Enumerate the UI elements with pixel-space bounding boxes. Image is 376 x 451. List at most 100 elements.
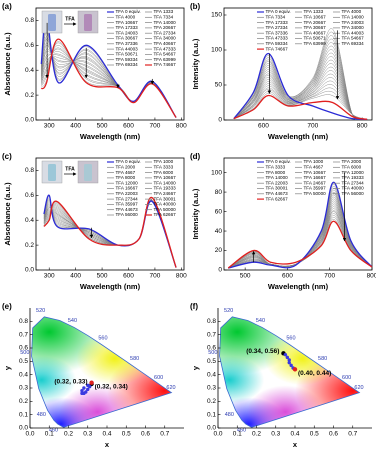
x-tick-label: 700 [307, 123, 318, 130]
coordinate-label: (0.40, 0.44) [298, 370, 331, 377]
legend-label: TFA 44673 [266, 191, 289, 196]
wavelength-label: 620 [354, 385, 363, 391]
legend-label: TFA 56000 [116, 212, 139, 217]
wavelength-label: 540 [68, 318, 77, 324]
y-tick-label: 0.8 [25, 167, 34, 174]
panel-letter: (f) [190, 302, 198, 311]
x-tick-label: 0.7 [348, 431, 357, 438]
x-tick-label: 0.5 [122, 431, 131, 438]
legend-label: TFA 10667 [154, 175, 177, 180]
legend-label: TFA 44003 [116, 46, 139, 51]
series-line [228, 181, 372, 269]
legend-label: TFA 20667 [304, 20, 327, 25]
y-tick-label: 0.5 [19, 358, 28, 365]
legend-label: TFA 14000 [154, 20, 177, 25]
legend-label: TFA 4000 [342, 9, 362, 14]
y-tick-label: 0.2 [19, 398, 28, 405]
color-blob [264, 332, 342, 386]
series-line [233, 52, 368, 120]
wavelength-label: 480 [37, 412, 46, 418]
legend-label: TFA 4000 [116, 15, 136, 20]
series-line [233, 94, 368, 120]
series-line [233, 56, 368, 120]
series-line [233, 49, 368, 120]
coordinate-label: (0.32, 0.33) [54, 379, 87, 386]
x-axis-label: Wavelength (nm) [80, 132, 141, 141]
legend-label: TFA 1333 [154, 9, 174, 14]
series-line [233, 52, 368, 120]
legend-label: TFA 54667 [154, 52, 177, 57]
x-tick-label: 0.1 [233, 431, 242, 438]
legend-label: TFA 14000 [342, 15, 365, 20]
legend-label: TFA 17333 [266, 20, 289, 25]
legend-label: TFA 1333 [304, 9, 324, 14]
y-tick-label: 0 [218, 267, 222, 274]
y-axis-label: Intensity (a.u.) [191, 38, 200, 89]
legend-label: TFA 3333 [266, 165, 286, 170]
x-tick-label: 700 [149, 123, 160, 130]
legend-label: TFA 19333 [154, 186, 177, 191]
y-axis-label: Absorbance (a.u.) [3, 182, 12, 246]
legend-label: TFA 7334 [154, 15, 174, 20]
y-axis-label: y [3, 365, 12, 370]
legend-label: TFA 27344 [342, 180, 365, 185]
x-tick-label: 0.0 [25, 431, 34, 438]
x-tick-label: 500 [97, 123, 108, 130]
chromaticity-point [283, 352, 288, 357]
x-tick-label: 400 [70, 273, 81, 280]
y-tick-label: 0.7 [19, 331, 28, 338]
series-line [228, 192, 372, 269]
y-tick-label: 0.6 [25, 42, 34, 49]
x-tick-label: 600 [258, 123, 269, 130]
y-tick-label: 0.3 [207, 385, 216, 392]
chromaticity-point [287, 360, 291, 365]
legend-label: TFA 24667 [154, 191, 177, 196]
legend-label: TFA 2000 [116, 165, 136, 170]
y-tick-label: 50 [215, 82, 223, 89]
legend-label: TFA 37336 [266, 30, 289, 35]
y-tick-label: 0.4 [25, 217, 34, 224]
legend-label: TFA 4667 [116, 170, 136, 175]
legend-label: TFA 37336 [116, 41, 139, 46]
legend-label: TFA 47333 [154, 46, 177, 51]
y-tick-label: 0.1 [207, 411, 216, 418]
legend-label: TFA 22003 [116, 191, 139, 196]
legend-label: TFA 74667 [154, 62, 177, 67]
vial [84, 164, 92, 181]
legend-label: TFA 27334 [266, 25, 289, 30]
chromaticity-point [86, 387, 90, 392]
legend-label: TFA 44673 [116, 207, 139, 212]
panel: (b) Wavelength (nm) Intensity (a.u.) 600 700… [190, 2, 373, 141]
y-tick-label: 0.8 [19, 318, 28, 325]
plot-frame [35, 157, 185, 271]
plot-lines [233, 28, 368, 120]
legend-label: TFA 30667 [116, 36, 139, 41]
legend-label: TFA 40667 [154, 41, 177, 46]
legend-label: TFA 0 equiv. [266, 159, 291, 164]
legend-label: TFA 59334 [116, 57, 139, 62]
series-line [228, 187, 372, 269]
wavelength-label: 520 [224, 308, 233, 314]
y-tick-label: 0.1 [19, 411, 28, 418]
wavelength-label: 580 [130, 356, 139, 362]
legend-label: TFA 0 equiv. [116, 9, 141, 14]
wavelength-label: 460 [49, 427, 58, 433]
x-tick-label: 0.4 [290, 431, 299, 438]
x-tick-label: 300 [44, 123, 55, 130]
x-axis-label: Wavelength (nm) [268, 282, 329, 291]
legend-label: TFA 22003 [266, 180, 289, 185]
legend-label: TFA 30001 [154, 196, 177, 201]
legend-label: TFA 54667 [342, 36, 365, 41]
y-tick-label: 0.0 [25, 267, 34, 274]
series-line [228, 185, 372, 269]
series-line [43, 197, 177, 268]
y-tick-label: 0.6 [25, 192, 34, 199]
x-tick-label: 600 [123, 273, 134, 280]
locus-outline [219, 316, 361, 428]
legend-label: TFA 63999 [154, 57, 177, 62]
legend-label: TFA 1000 [304, 159, 324, 164]
wavelength-label: 500 [20, 350, 29, 356]
x-tick-label: 700 [149, 273, 160, 280]
